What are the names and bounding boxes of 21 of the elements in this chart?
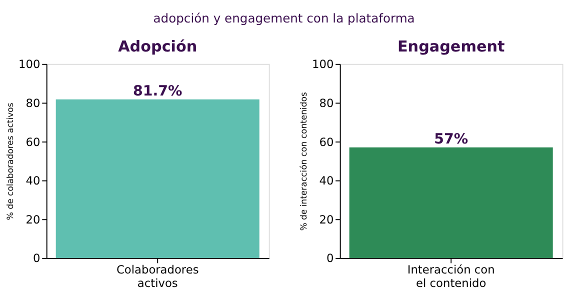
y-tick-label: 80 [319, 96, 334, 110]
chart-title: Adopción [118, 38, 198, 56]
y-tick-label: 0 [33, 251, 40, 266]
y-tick-label: 100 [312, 57, 334, 72]
y-tick-label: 80 [26, 96, 40, 110]
y-tick-label: 60 [26, 134, 40, 149]
y-tick-label: 20 [26, 212, 40, 226]
y-tick-label: 0 [326, 251, 334, 266]
x-tick-label: Interacción con el contenido [407, 262, 495, 290]
y-tick-label: 40 [319, 174, 334, 188]
data-label: 81.7% [133, 84, 182, 100]
text: adopción y engagement con la plataforma [153, 12, 415, 26]
y-tick-label: 40 [26, 174, 40, 188]
x-tick-label: Colaboradores activos [116, 262, 199, 290]
y-tick-label: 20 [319, 212, 334, 226]
y-tick-label: 60 [319, 134, 334, 149]
data-label: 57% [434, 132, 468, 148]
y-tick-label: 100 [18, 57, 40, 72]
y-axis-title: % de colaboradores activos [6, 102, 16, 220]
chart-title: Engagement [397, 38, 505, 56]
y-axis-title: % de interacción con contenidos [299, 92, 310, 231]
